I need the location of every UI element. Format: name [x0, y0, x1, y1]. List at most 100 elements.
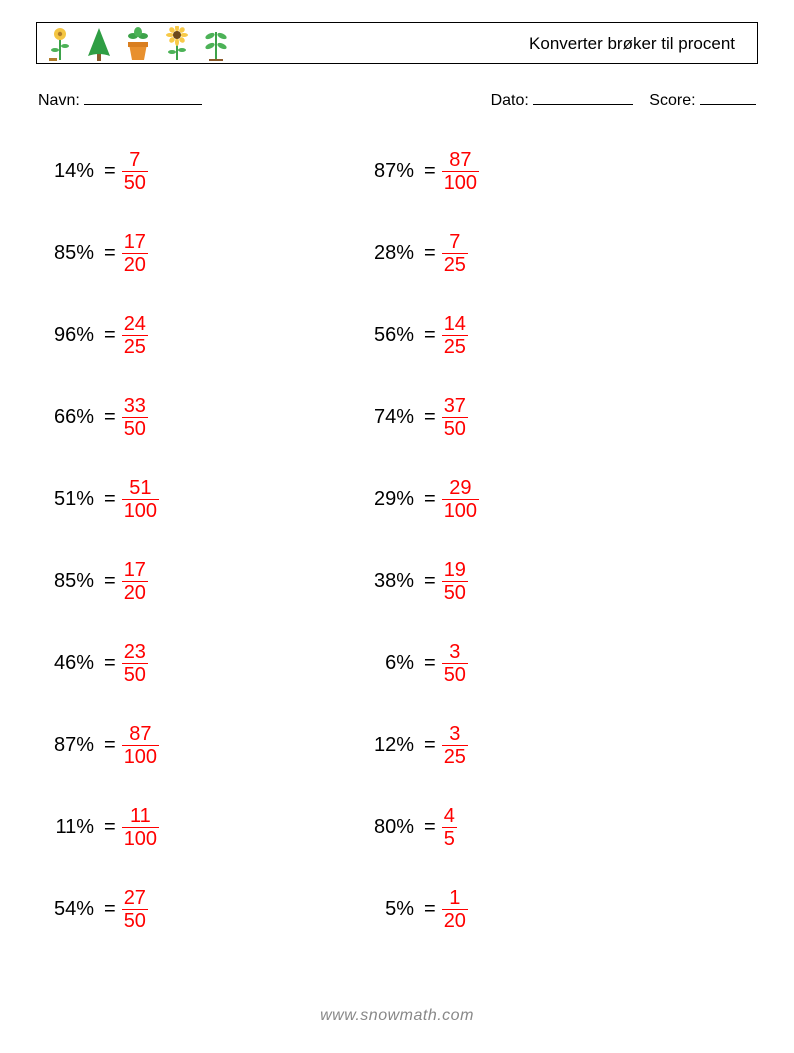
problem-row: 46%=2350 [42, 622, 362, 704]
fraction-answer: 750 [122, 150, 148, 193]
percent-value: 12% [362, 734, 418, 757]
sprout-icon [201, 26, 231, 62]
problem-row: 38%=1950 [362, 540, 682, 622]
equals-sign: = [98, 570, 122, 593]
problem-row: 51%=51100 [42, 458, 362, 540]
fraction-denominator: 50 [122, 171, 148, 193]
fraction-answer: 29100 [442, 478, 479, 521]
percent-value: 54% [42, 898, 98, 921]
fraction-numerator: 7 [447, 232, 462, 253]
pot-plant-icon [123, 26, 153, 62]
percent-value: 87% [42, 734, 98, 757]
fraction-denominator: 25 [442, 335, 468, 357]
fraction-denominator: 25 [122, 335, 148, 357]
problem-row: 87%=87100 [42, 704, 362, 786]
problem-row: 14%=750 [42, 130, 362, 212]
problem-row: 54%=2750 [42, 868, 362, 950]
fraction-answer: 2750 [122, 888, 148, 931]
fraction-denominator: 25 [442, 745, 468, 767]
problem-row: 12%=325 [362, 704, 682, 786]
tree-icon [84, 26, 114, 62]
problem-row: 66%=3350 [42, 376, 362, 458]
fraction-numerator: 14 [442, 314, 468, 335]
fraction-answer: 87100 [122, 724, 159, 767]
fraction-answer: 120 [442, 888, 468, 931]
fraction-numerator: 3 [447, 642, 462, 663]
fraction-denominator: 100 [122, 827, 159, 849]
fraction-denominator: 20 [122, 581, 148, 603]
equals-sign: = [98, 324, 122, 347]
equals-sign: = [98, 734, 122, 757]
fraction-answer: 2350 [122, 642, 148, 685]
problem-row: 56%=1425 [362, 294, 682, 376]
percent-value: 56% [362, 324, 418, 347]
percent-value: 14% [42, 160, 98, 183]
percent-value: 6% [362, 652, 418, 675]
fraction-answer: 1425 [442, 314, 468, 357]
equals-sign: = [418, 324, 442, 347]
problem-row: 80%=45 [362, 786, 682, 868]
fraction-numerator: 3 [447, 724, 462, 745]
score-label: Score: [649, 92, 695, 109]
fraction-answer: 350 [442, 642, 468, 685]
fraction-denominator: 50 [122, 663, 148, 685]
fraction-denominator: 20 [442, 909, 468, 931]
equals-sign: = [98, 898, 122, 921]
fraction-numerator: 23 [122, 642, 148, 663]
equals-sign: = [98, 652, 122, 675]
problem-row: 11%=11100 [42, 786, 362, 868]
fraction-denominator: 50 [442, 663, 468, 685]
problem-row: 74%=3750 [362, 376, 682, 458]
footer-url: www.snowmath.com [0, 1007, 794, 1025]
equals-sign: = [98, 488, 122, 511]
equals-sign: = [418, 406, 442, 429]
fraction-answer: 3350 [122, 396, 148, 439]
percent-value: 85% [42, 570, 98, 593]
fraction-numerator: 7 [127, 150, 142, 171]
fraction-answer: 2425 [122, 314, 148, 357]
fraction-denominator: 5 [442, 827, 457, 849]
percent-value: 28% [362, 242, 418, 265]
problem-row: 6%=350 [362, 622, 682, 704]
fraction-numerator: 1 [447, 888, 462, 909]
score-field: Score: [649, 88, 756, 110]
fraction-denominator: 50 [442, 417, 468, 439]
problem-row: 96%=2425 [42, 294, 362, 376]
flower-icon [45, 26, 75, 62]
problem-row: 85%=1720 [42, 212, 362, 294]
problem-row: 29%=29100 [362, 458, 682, 540]
fraction-numerator: 4 [442, 806, 457, 827]
fraction-answer: 1720 [122, 232, 148, 275]
fraction-numerator: 17 [122, 560, 148, 581]
percent-value: 80% [362, 816, 418, 839]
fraction-numerator: 51 [127, 478, 153, 499]
equals-sign: = [418, 242, 442, 265]
problem-row: 28%=725 [362, 212, 682, 294]
fraction-numerator: 87 [127, 724, 153, 745]
percent-value: 46% [42, 652, 98, 675]
score-blank[interactable] [700, 88, 756, 105]
date-blank[interactable] [533, 88, 633, 105]
fraction-answer: 3750 [442, 396, 468, 439]
fraction-denominator: 50 [442, 581, 468, 603]
percent-value: 5% [362, 898, 418, 921]
column-right: 87%=8710028%=72556%=142574%=375029%=2910… [362, 130, 682, 950]
header-icons [45, 26, 231, 62]
fraction-numerator: 37 [442, 396, 468, 417]
percent-value: 29% [362, 488, 418, 511]
fraction-answer: 1720 [122, 560, 148, 603]
percent-value: 66% [42, 406, 98, 429]
percent-value: 11% [42, 816, 98, 839]
name-label: Navn: [38, 92, 80, 109]
date-label: Dato: [491, 92, 529, 109]
fraction-answer: 87100 [442, 150, 479, 193]
problem-columns: 14%=75085%=172096%=242566%=335051%=51100… [42, 130, 682, 950]
header-box: Konverter brøker til procent [36, 22, 758, 64]
equals-sign: = [418, 898, 442, 921]
equals-sign: = [418, 570, 442, 593]
percent-value: 51% [42, 488, 98, 511]
fraction-numerator: 33 [122, 396, 148, 417]
equals-sign: = [418, 652, 442, 675]
name-field: Navn: [38, 88, 202, 110]
name-blank[interactable] [84, 88, 202, 105]
